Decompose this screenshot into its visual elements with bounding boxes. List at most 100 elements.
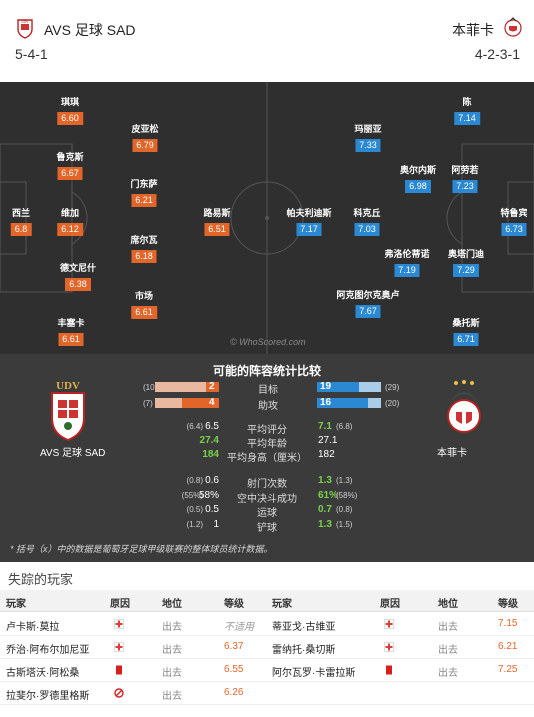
- away-value: 1.3: [318, 475, 332, 486]
- rating-value: 不适用: [224, 622, 254, 633]
- home-player[interactable]: 门东萨 6.21: [130, 178, 158, 208]
- match-header: UDV AVS 足球 SAD 5-4-1 本菲卡 4-2-3-1: [0, 0, 534, 82]
- away-player[interactable]: 陈 7.14: [454, 96, 480, 126]
- home-value: 27.4: [199, 435, 219, 446]
- player-name: 阿劳若: [451, 165, 479, 175]
- home-crest-icon[interactable]: UDV: [14, 17, 36, 39]
- away-player[interactable]: 弗洛伦蒂诺 7.19: [384, 248, 430, 278]
- home-player[interactable]: 维加 6.12: [57, 207, 83, 237]
- svg-text:UDV: UDV: [56, 380, 80, 392]
- home-player[interactable]: 市场 6.61: [131, 290, 157, 320]
- stat-label: 助攻: [258, 401, 278, 412]
- injury-icon: [384, 619, 394, 629]
- player-name: 德文尼什: [59, 263, 97, 273]
- away-team-name[interactable]: 本菲卡: [452, 22, 494, 38]
- injury-icon: [114, 642, 124, 652]
- away-player[interactable]: 奥塔门迪 7.29: [448, 248, 484, 278]
- home-player[interactable]: 西兰 6.8: [10, 207, 32, 237]
- player-rating: 6.38: [65, 278, 91, 291]
- player-name: 市场: [134, 291, 153, 301]
- home-player[interactable]: 丰塞卡 6.61: [57, 317, 85, 347]
- away-player[interactable]: 桑托斯 6.71: [452, 317, 480, 347]
- missing-player-name[interactable]: 古斯塔沃·阿松桑: [6, 668, 80, 679]
- player-rating: 6.98: [405, 180, 431, 193]
- player-name: 桑托斯: [452, 318, 480, 328]
- missing-player-row: 拉斐尔·罗德里格斯 出去 6.26: [0, 681, 534, 705]
- missing-player-name[interactable]: 雷纳托·桑切斯: [272, 645, 336, 656]
- status-text: 出去: [162, 668, 182, 679]
- home-player[interactable]: 皮亚松 6.79: [131, 123, 159, 153]
- home-player[interactable]: 席尔瓦 6.18: [130, 234, 158, 264]
- stat-label: 平均身高（厘米）: [227, 453, 307, 464]
- rating-value: 6.37: [224, 641, 244, 652]
- stat-label: 空中决斗成功: [237, 493, 297, 505]
- missing-player-row: 乔治·阿布尔加尼亚 出去 6.37 雷纳托·桑切斯 出去 6.21: [0, 635, 534, 659]
- status-text: 出去: [162, 645, 182, 656]
- away-value: 0.7: [318, 504, 332, 515]
- col-reason-away: 原因: [380, 599, 400, 610]
- rating-value: 7.15: [498, 618, 518, 629]
- away-value: 7.1: [318, 421, 332, 432]
- player-rating: 7.14: [454, 112, 480, 125]
- away-player[interactable]: 特鲁宾 6.73: [500, 207, 528, 237]
- away-player[interactable]: 奥尔内斯 6.98: [400, 164, 436, 194]
- player-name: 陈: [462, 97, 472, 107]
- player-rating: 7.03: [354, 223, 380, 236]
- home-season-value: (55%): [181, 490, 203, 500]
- away-player[interactable]: 玛丽亚 7.33: [354, 123, 382, 153]
- home-big-crest-icon: UDV: [51, 380, 85, 442]
- reason-cell: [114, 665, 124, 678]
- away-crest-icon[interactable]: [502, 16, 524, 38]
- stat-label: 铲球: [257, 522, 277, 534]
- player-name: 帕夫利迪斯: [286, 208, 332, 218]
- missing-player-name[interactable]: 蒂亚戈·古维亚: [272, 622, 336, 633]
- home-team-name[interactable]: AVS 足球 SAD: [44, 22, 136, 38]
- player-rating: 7.17: [296, 223, 322, 236]
- player-name: 科克丘: [353, 208, 381, 218]
- player-rating: 7.19: [394, 264, 420, 277]
- away-value: 1.3: [318, 518, 332, 530]
- player-rating: 6.67: [57, 167, 83, 180]
- missing-player-name[interactable]: 拉斐尔·罗德里格斯: [6, 691, 90, 702]
- home-bar-fill: [206, 382, 219, 392]
- away-season-value: (6.8): [336, 422, 353, 431]
- home-formation: 5-4-1: [15, 46, 48, 62]
- player-name: 席尔瓦: [130, 235, 158, 245]
- away-value: 182: [318, 449, 335, 460]
- injury-icon: [114, 619, 124, 629]
- home-value: 0.6: [205, 475, 219, 486]
- rating-value: 6.26: [224, 687, 244, 698]
- player-rating: 7.67: [355, 305, 381, 318]
- away-player[interactable]: 帕夫利迪斯 7.17: [286, 207, 332, 237]
- home-season-value: (0.5): [186, 505, 203, 514]
- away-team-label: 本菲卡: [437, 448, 467, 459]
- missing-player-name[interactable]: 乔治·阿布尔加尼亚: [6, 645, 90, 656]
- away-season-value: (29): [385, 383, 400, 392]
- lineup-stats-comparison: 可能的阵容统计比较 UDV AVS 足球 SAD 本菲卡 * 括号（x）中的数据…: [0, 354, 534, 562]
- player-name: 维加: [60, 208, 79, 218]
- away-player[interactable]: 阿克图尔克奥卢 7.67: [336, 289, 400, 319]
- home-value: 6.5: [205, 421, 219, 432]
- home-player[interactable]: 琪琪 6.60: [57, 96, 83, 126]
- stat-label: 平均评分: [247, 425, 287, 436]
- player-rating: 6.79: [132, 139, 158, 152]
- missing-player-row: 古斯塔沃·阿松桑 出去 6.55 阿尔瓦罗·卡雷拉斯 出去 7.25: [0, 658, 534, 682]
- player-rating: 6.73: [501, 223, 527, 236]
- home-bar-fill: [182, 398, 219, 408]
- home-player[interactable]: 鲁克斯 6.67: [56, 151, 84, 181]
- home-value: 0.5: [205, 504, 219, 515]
- stat-label: 平均年龄: [247, 439, 287, 450]
- home-player[interactable]: 路易斯 6.51: [203, 207, 231, 237]
- missing-players-title: 失踪的玩家: [8, 572, 74, 587]
- away-formation: 4-2-3-1: [474, 46, 520, 62]
- away-season-value: (0.8): [336, 505, 353, 514]
- missing-player-name[interactable]: 阿尔瓦罗·卡雷拉斯: [272, 668, 356, 679]
- home-player[interactable]: 德文尼什 6.38: [60, 262, 96, 292]
- player-name: 琪琪: [60, 97, 79, 107]
- away-player[interactable]: 阿劳若 7.23: [451, 164, 479, 194]
- away-player[interactable]: 科克丘 7.03: [353, 207, 381, 237]
- missing-player-name[interactable]: 卢卡斯·莫拉: [6, 622, 60, 633]
- reason-cell: [384, 619, 394, 632]
- home-season-value: (7): [143, 399, 153, 408]
- away-season-value: (20): [385, 399, 400, 408]
